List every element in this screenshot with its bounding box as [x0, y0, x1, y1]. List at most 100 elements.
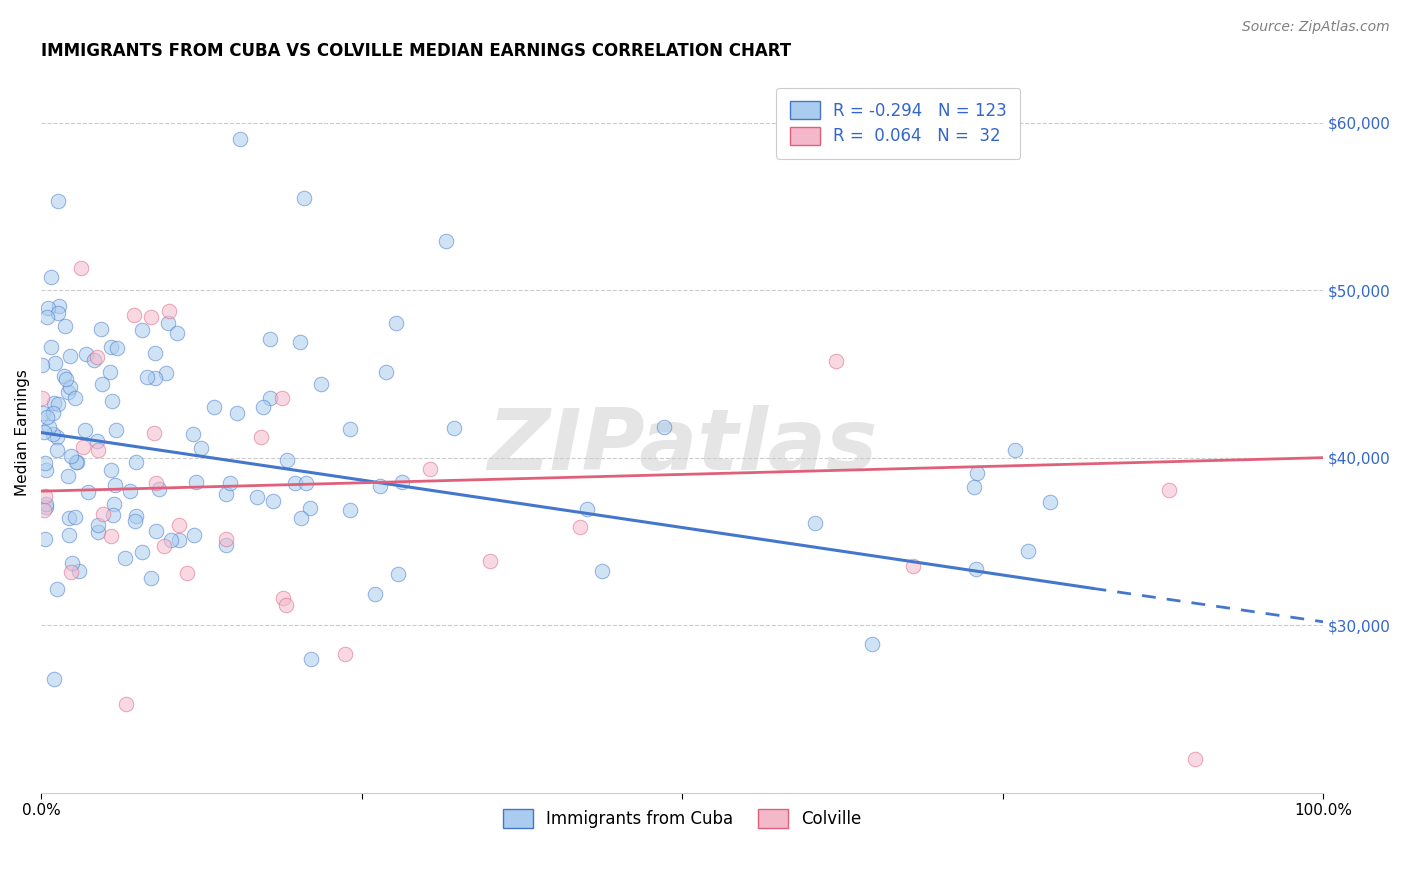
Point — [443, 421, 465, 435]
Point — [101, 508, 124, 522]
Point — [66, 454, 89, 468]
Point — [246, 491, 269, 505]
Point — [309, 376, 332, 391]
Point — [229, 132, 252, 146]
Point — [31, 391, 53, 405]
Point — [143, 345, 166, 359]
Point — [478, 554, 501, 568]
Point — [38, 419, 60, 434]
Point — [91, 507, 114, 521]
Point — [45, 429, 67, 443]
Point — [87, 525, 110, 540]
Point — [45, 442, 67, 457]
Point — [73, 423, 96, 437]
Point — [160, 533, 183, 547]
Point — [155, 366, 177, 380]
Point — [176, 566, 198, 581]
Point — [60, 557, 83, 571]
Point — [591, 564, 613, 578]
Point — [295, 476, 318, 491]
Point — [290, 511, 312, 525]
Point — [98, 365, 121, 379]
Point — [101, 394, 124, 409]
Point — [226, 406, 249, 420]
Point — [274, 598, 297, 612]
Point — [56, 385, 79, 400]
Point — [63, 510, 86, 524]
Point — [166, 326, 188, 340]
Point — [35, 463, 58, 477]
Point — [91, 377, 114, 392]
Point — [152, 539, 174, 553]
Point — [157, 316, 180, 330]
Point — [966, 466, 988, 480]
Point — [271, 392, 294, 406]
Point — [118, 484, 141, 499]
Point — [131, 323, 153, 337]
Point — [65, 454, 87, 468]
Point — [215, 486, 238, 500]
Point — [58, 511, 80, 525]
Point — [86, 434, 108, 449]
Point — [69, 261, 91, 276]
Point — [250, 430, 273, 444]
Point — [59, 349, 82, 363]
Point — [39, 340, 62, 354]
Point — [122, 308, 145, 322]
Point — [41, 426, 63, 441]
Point — [83, 352, 105, 367]
Point — [276, 453, 298, 467]
Text: ZIPatlas: ZIPatlas — [486, 406, 877, 489]
Point — [105, 423, 128, 437]
Point — [339, 503, 361, 517]
Point — [299, 652, 322, 666]
Point — [148, 482, 170, 496]
Point — [31, 358, 53, 372]
Point — [46, 397, 69, 411]
Point — [436, 234, 458, 248]
Point — [35, 497, 58, 511]
Point — [825, 354, 848, 368]
Point — [45, 582, 67, 596]
Point — [141, 571, 163, 585]
Point — [131, 544, 153, 558]
Point — [202, 400, 225, 414]
Text: IMMIGRANTS FROM CUBA VS COLVILLE MEDIAN EARNINGS CORRELATION CHART: IMMIGRANTS FROM CUBA VS COLVILLE MEDIAN … — [41, 42, 792, 60]
Point — [1184, 752, 1206, 766]
Point — [59, 566, 82, 580]
Point — [114, 550, 136, 565]
Point — [145, 475, 167, 490]
Point — [1017, 543, 1039, 558]
Point — [1039, 494, 1062, 508]
Point — [90, 322, 112, 336]
Point — [86, 518, 108, 533]
Point — [181, 426, 204, 441]
Point — [271, 591, 294, 605]
Point — [42, 406, 65, 420]
Point — [39, 269, 62, 284]
Point — [100, 529, 122, 543]
Point — [44, 395, 66, 409]
Point — [37, 301, 59, 315]
Point — [65, 392, 87, 406]
Point — [124, 508, 146, 523]
Point — [363, 587, 385, 601]
Point — [103, 497, 125, 511]
Point — [339, 422, 361, 436]
Point — [387, 567, 409, 582]
Point — [385, 316, 408, 330]
Point — [568, 520, 591, 534]
Point — [167, 518, 190, 533]
Point — [901, 559, 924, 574]
Text: Source: ZipAtlas.com: Source: ZipAtlas.com — [1241, 20, 1389, 34]
Point — [34, 532, 56, 546]
Point — [100, 463, 122, 477]
Point — [34, 489, 56, 503]
Point — [252, 401, 274, 415]
Y-axis label: Median Earnings: Median Earnings — [15, 369, 30, 496]
Point — [124, 514, 146, 528]
Point — [298, 501, 321, 516]
Point — [654, 420, 676, 434]
Point — [215, 538, 238, 552]
Point — [391, 475, 413, 489]
